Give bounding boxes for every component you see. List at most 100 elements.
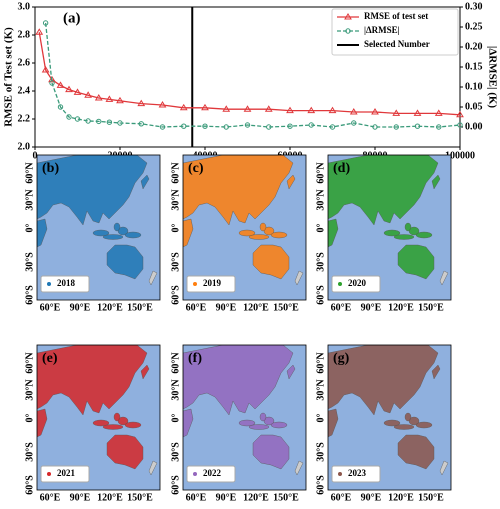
lat-tick-label: 30°S [24, 252, 35, 272]
lon-tick-label: 60°E [331, 302, 352, 313]
marker [308, 122, 314, 128]
lon-tick-label: 120°E [97, 302, 123, 313]
island [294, 460, 304, 476]
land [252, 244, 290, 280]
lon-tick-label: 120°E [388, 302, 414, 313]
map-frame [36, 154, 161, 301]
land [252, 434, 290, 470]
island [286, 174, 296, 190]
lon-tick-label: 120°E [243, 302, 269, 313]
island [439, 460, 449, 476]
island [92, 229, 110, 237]
legend-label: Selected Number [364, 39, 430, 49]
marker [266, 124, 272, 130]
island [415, 421, 433, 429]
land [183, 345, 294, 416]
legend-label: |ΔRMSE| [364, 25, 400, 35]
marker [201, 103, 209, 111]
land [397, 244, 435, 280]
island [124, 231, 142, 239]
y2-tick-label: 0.00 [465, 121, 483, 132]
lat-tick-label: 60°N [170, 352, 181, 374]
map-panel: (c) 2019 60°E 90°E 120°E 150°E 60°N 30°N 0° 30°S 6… [170, 154, 307, 313]
lat-tick-label: 60°N [24, 352, 35, 374]
marker [41, 66, 50, 73]
x-tick-label: 100000 [445, 150, 475, 161]
map-content [37, 345, 160, 490]
land [183, 155, 294, 226]
island [238, 419, 256, 427]
marker [137, 99, 146, 107]
lat-tick-label: 0° [24, 414, 35, 423]
marker [307, 106, 316, 114]
map-panel: (e) 2021 60°E 90°E 120°E 150°E 60°N 30°N 0° 30°S 6… [24, 344, 161, 503]
land [328, 218, 339, 248]
y2-tick-label: 0.15 [465, 61, 483, 72]
lat-tick-label: 60°S [315, 285, 326, 305]
land [183, 408, 194, 438]
island [259, 412, 267, 422]
marker [413, 109, 422, 116]
island [404, 412, 412, 422]
marker [351, 120, 357, 126]
y2-tick-label: 0.30 [465, 1, 483, 12]
lat-tick-label: 60°S [170, 285, 181, 305]
map-legend [186, 275, 236, 293]
marker [57, 104, 64, 110]
lon-tick-label: 120°E [243, 492, 269, 503]
map-legend-label: 2023 [348, 468, 367, 478]
marker [35, 28, 44, 35]
marker [65, 85, 73, 93]
marker [202, 123, 208, 129]
island [140, 174, 150, 190]
marker [74, 116, 81, 122]
y-tick-label: 2.8 [18, 29, 31, 40]
marker [392, 109, 401, 116]
y-axis-label: RMSE of Test set (K) [3, 27, 15, 127]
marker [181, 123, 187, 129]
marker [73, 88, 82, 95]
marker [349, 108, 358, 115]
island [102, 234, 124, 240]
map-legend [331, 465, 381, 483]
lat-tick-label: 30°N [315, 379, 326, 401]
y2-axis-label: |ΔRMSE| (K) [486, 46, 498, 108]
marker [96, 118, 102, 125]
lat-tick-label: 30°S [170, 252, 181, 272]
marker [456, 110, 464, 118]
island [148, 270, 158, 286]
marker [264, 105, 273, 112]
land [328, 408, 339, 438]
plot-frame [34, 6, 461, 148]
island [393, 234, 415, 240]
y2-tick-label: 0.25 [465, 21, 483, 32]
legend-box [331, 8, 459, 56]
land [328, 155, 439, 226]
island [415, 231, 433, 239]
map-content [328, 155, 451, 300]
island [248, 424, 270, 430]
lat-tick-label: 0° [315, 414, 326, 423]
lat-tick-label: 60°N [315, 162, 326, 184]
lat-tick-label: 30°N [170, 189, 181, 211]
island [259, 222, 267, 232]
island [113, 222, 121, 232]
y2-tick-label: 0.05 [465, 101, 483, 112]
marker [436, 124, 442, 130]
marker [105, 95, 114, 102]
map-legend-label: 2022 [203, 468, 222, 478]
lon-tick-label: 60°E [40, 492, 61, 503]
panel-label: (f) [188, 351, 202, 366]
lat-tick-label: 30°S [24, 442, 35, 462]
marker [414, 123, 421, 129]
map-frame [182, 344, 307, 491]
lon-tick-label: 60°E [186, 302, 207, 313]
marker [328, 106, 337, 114]
island [431, 364, 441, 380]
map-frame [36, 344, 161, 491]
y2-tick-label: 0.20 [465, 41, 483, 52]
island [248, 234, 270, 240]
island [431, 174, 441, 190]
map-frame [327, 344, 452, 491]
lat-tick-label: 60°S [24, 285, 35, 305]
